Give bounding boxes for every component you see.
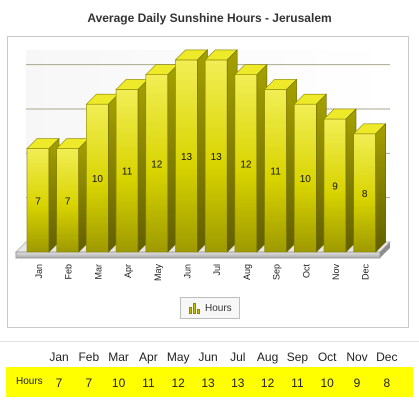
bar [323, 108, 357, 253]
x-tick-label: Nov [331, 264, 341, 281]
data-label: 8 [362, 189, 368, 200]
x-tick-label: Dec [361, 264, 371, 281]
table-cell: 9 [353, 376, 361, 390]
x-tick-label: Sep [272, 264, 282, 280]
bar [145, 63, 179, 253]
table-header-cell: Jul [230, 350, 246, 364]
x-tick-label: Jan [34, 264, 44, 279]
data-label: 10 [300, 174, 312, 185]
table-row: Hours 7 7 10 11 12 13 13 12 11 10 9 8 [6, 367, 413, 397]
data-label: 7 [65, 196, 71, 207]
bar [234, 63, 268, 253]
data-label: 7 [35, 196, 41, 207]
table-cell: 7 [55, 376, 63, 390]
table-header-cell: May [166, 350, 190, 364]
x-axis-ticks: Jan Feb Mar Apr May Jun Jul Aug Sep Oct Nov Dec [34, 264, 371, 282]
table-cell: 10 [111, 376, 126, 390]
floor-front [15, 251, 381, 259]
data-labels: 7 7 10 11 12 13 13 12 11 10 9 8 [35, 152, 368, 207]
data-label: 13 [181, 152, 193, 163]
row-label: Hours [16, 376, 43, 387]
x-tick-label: Mar [93, 264, 103, 280]
x-tick-label: Jul [212, 264, 222, 276]
table-header-cell: Sep [286, 350, 309, 364]
table-header-cell: Jan [49, 350, 69, 364]
table-header-cell: Dec [376, 350, 398, 364]
floor-side [380, 242, 390, 258]
data-label: 9 [332, 182, 338, 193]
bar [293, 93, 328, 253]
x-tick-label: Feb [64, 264, 74, 280]
table-cell: 10 [320, 376, 334, 390]
bar [115, 78, 149, 253]
bar [55, 137, 90, 253]
bars [26, 49, 387, 253]
x-tick-label: May [153, 264, 163, 282]
table-header-cell: Aug [256, 350, 279, 364]
table-header-cell: Jun [198, 350, 218, 364]
x-tick-label: Oct [301, 264, 311, 279]
table-cell: 11 [291, 376, 304, 390]
x-tick-label: Aug [242, 264, 252, 280]
data-label: 12 [151, 159, 163, 170]
x-tick-label: Apr [123, 264, 133, 278]
table-header-row: Jan Feb Mar Apr May Jun Jul Aug Sep Oct Nov Dec [0, 341, 419, 366]
bar-side [375, 123, 387, 253]
table-header-cell: Nov [346, 350, 368, 364]
table-header-cell: Feb [78, 350, 100, 364]
bar [174, 49, 209, 253]
chart-title: Average Daily Sunshine Hours - Jerusalem [87, 11, 332, 25]
bar [85, 93, 120, 253]
table-header-cell: Apr [139, 350, 158, 364]
bar [204, 49, 238, 253]
table-cell: 8 [383, 376, 391, 390]
table-cell: 13 [201, 376, 215, 390]
data-label: 10 [92, 174, 104, 185]
table-cell: 12 [260, 376, 275, 390]
data-label: 11 [122, 167, 133, 178]
bar-chart-icon [188, 302, 200, 314]
data-table: Jan Feb Mar Apr May Jun Jul Aug Sep Oct Nov Dec Hou… [0, 341, 419, 399]
legend: Hours [180, 297, 240, 319]
data-label: 13 [211, 152, 223, 163]
x-tick-label: Jun [183, 264, 193, 279]
bar [26, 137, 60, 253]
table-cell: 7 [85, 376, 93, 390]
bar [263, 78, 298, 253]
data-label: 12 [240, 159, 252, 170]
bar [352, 123, 387, 253]
legend-label: Hours [205, 302, 232, 314]
table-cell: 11 [142, 376, 155, 390]
table-header-cell: Oct [317, 350, 337, 364]
data-label: 11 [270, 167, 281, 178]
table-cell: 13 [231, 376, 245, 390]
table-header-cell: Mar [108, 350, 129, 364]
table-cell: 12 [171, 376, 185, 390]
